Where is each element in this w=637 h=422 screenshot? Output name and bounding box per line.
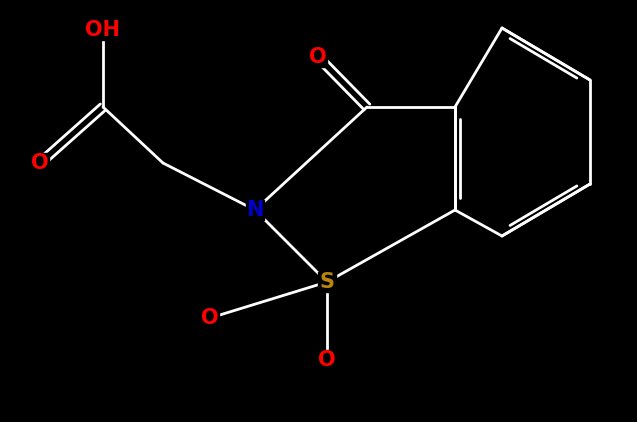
Bar [89,20,117,40]
Text: O: O [31,153,49,173]
Bar [31,153,49,173]
Bar [246,200,264,220]
Bar [201,308,219,328]
Text: O: O [318,350,336,370]
Bar [318,350,336,370]
Bar [309,47,327,67]
Text: O: O [309,47,327,67]
Bar [318,272,336,292]
Text: N: N [247,200,264,220]
Text: OH: OH [85,20,120,40]
Text: O: O [201,308,219,328]
Text: S: S [320,272,334,292]
